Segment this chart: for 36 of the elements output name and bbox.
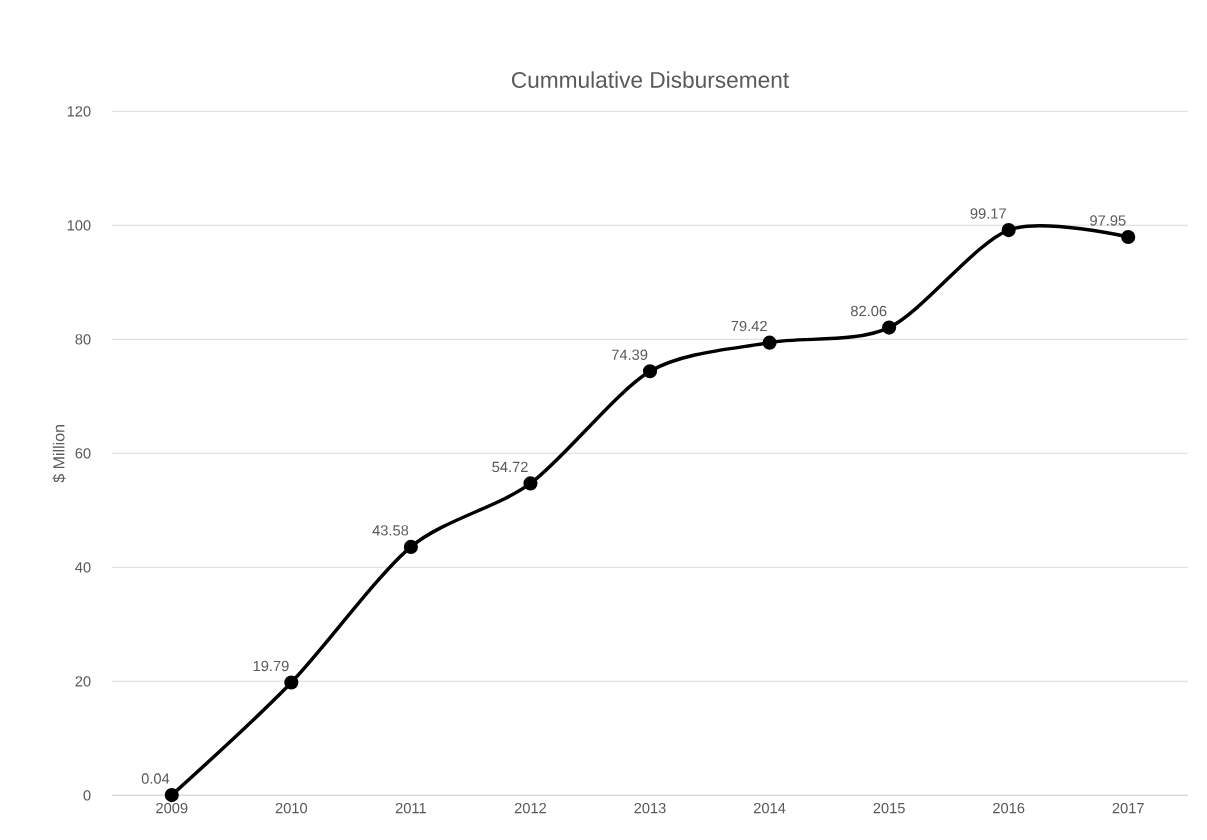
y-tick-label: 40 xyxy=(75,562,91,573)
point xyxy=(882,320,897,335)
point xyxy=(1121,229,1136,245)
data-label: 43.58 xyxy=(372,525,409,536)
y-axis-title: $ Million xyxy=(52,425,66,483)
point xyxy=(523,476,538,491)
x-tick-label: 2009 xyxy=(156,802,188,814)
x-tick-label: 2013 xyxy=(634,802,666,814)
data-label: 54.72 xyxy=(492,461,528,473)
y-tick-label: 0 xyxy=(83,790,91,801)
point xyxy=(284,675,299,690)
data-label: 79.42 xyxy=(731,320,767,332)
data-label: 97.95 xyxy=(1090,215,1126,226)
data-label: 82.06 xyxy=(850,305,887,317)
y-tick-label: 20 xyxy=(75,676,91,687)
point xyxy=(403,539,418,554)
data-label: 0.04 xyxy=(141,773,170,784)
data-label: 74.39 xyxy=(612,349,648,360)
point xyxy=(762,335,777,350)
data-label: 99.17 xyxy=(970,208,1006,219)
x-tick-label: 2017 xyxy=(1112,802,1144,814)
data-label: 19.79 xyxy=(253,660,289,672)
x-tick-label: 2016 xyxy=(993,802,1025,814)
x-tick-label: 2011 xyxy=(395,802,426,814)
x-tick-label: 2010 xyxy=(275,802,308,814)
point xyxy=(164,788,179,803)
x-tick-label: 2012 xyxy=(514,802,547,814)
y-tick-label: 120 xyxy=(67,106,91,117)
y-tick-label: 80 xyxy=(75,334,91,345)
chart-title: Cummulative Disbursement xyxy=(511,71,789,88)
x-tick-label: 2015 xyxy=(873,802,905,814)
x-tick-label: 2014 xyxy=(753,802,786,814)
point xyxy=(642,364,658,379)
point xyxy=(1001,222,1016,238)
y-tick-label: 100 xyxy=(67,220,91,231)
y-tick-label: 60 xyxy=(75,448,91,459)
